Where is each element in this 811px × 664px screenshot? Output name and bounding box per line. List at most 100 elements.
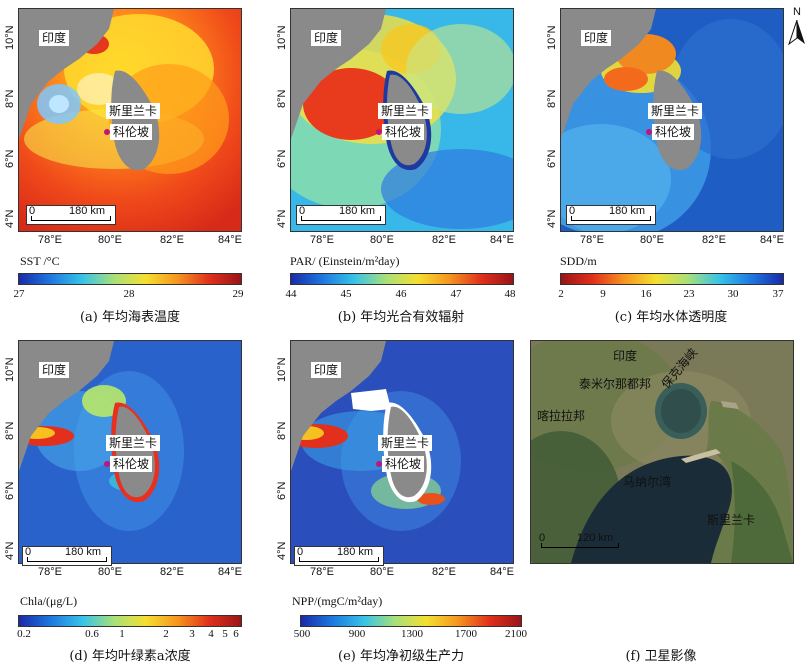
scale-zero: 0 bbox=[569, 205, 576, 217]
lat-tick: 4°N bbox=[276, 209, 288, 228]
colombo-label: 科伦坡 bbox=[382, 124, 425, 140]
colorbar-title: NPP/(mgC/m²day) bbox=[292, 594, 383, 608]
sst-map bbox=[18, 8, 242, 232]
colorbar bbox=[290, 273, 514, 285]
lon-tick: 82°E bbox=[432, 566, 456, 578]
scale-bar: 0 180 km bbox=[296, 205, 386, 225]
lon-tick: 84°E bbox=[760, 234, 784, 246]
lat-tick: 8°N bbox=[4, 89, 16, 108]
colorbar-tick: 2100 bbox=[505, 628, 527, 640]
colorbar-tick: 30 bbox=[727, 288, 739, 300]
lat-tick: 6°N bbox=[4, 481, 16, 500]
caption: (d) 年均叶绿素a浓度 bbox=[69, 649, 191, 664]
sri-lanka-label: 斯里兰卡 bbox=[106, 435, 161, 451]
india-label: 印度 bbox=[613, 349, 638, 363]
lon-tick: 82°E bbox=[432, 234, 456, 246]
colombo-marker bbox=[104, 129, 110, 135]
colorbar-tick: 37 bbox=[772, 288, 784, 300]
colombo-label: 科伦坡 bbox=[382, 456, 425, 472]
scale-bar: 0 180 km bbox=[26, 205, 116, 225]
lat-tick: 8°N bbox=[546, 89, 558, 108]
colorbar-tick: 0.2 bbox=[17, 628, 31, 640]
colombo-label: 科伦坡 bbox=[110, 124, 153, 140]
colorbar-title: PAR/ (Einstein/m²day) bbox=[290, 254, 400, 268]
india-label: 印度 bbox=[581, 30, 612, 46]
scale-zero: 0 bbox=[539, 532, 546, 544]
caption: (f) 卫星影像 bbox=[625, 649, 697, 664]
colorbar-tick: 5 bbox=[222, 628, 228, 640]
india-label: 印度 bbox=[39, 30, 70, 46]
sdd-heatmap bbox=[561, 9, 783, 231]
caption: (e) 年均净初级生产力 bbox=[338, 649, 464, 664]
lon-tick: 78°E bbox=[38, 566, 62, 578]
par-map bbox=[290, 8, 514, 232]
colorbar-tick: 27 bbox=[13, 288, 25, 300]
india-label: 印度 bbox=[311, 30, 342, 46]
lat-tick: 10°N bbox=[276, 357, 288, 382]
colorbar-tick: 23 bbox=[683, 288, 695, 300]
colorbar-tick: 2 bbox=[558, 288, 564, 300]
colorbar-tick: 29 bbox=[232, 288, 244, 300]
caption: (a) 年均海表温度 bbox=[79, 310, 181, 325]
lon-tick: 82°E bbox=[702, 234, 726, 246]
colombo-marker bbox=[376, 129, 382, 135]
gulf-of-mannar-label: 马纳尔湾 bbox=[623, 475, 672, 489]
colorbar-tick: 2 bbox=[163, 628, 169, 640]
lat-tick: 6°N bbox=[276, 481, 288, 500]
lat-tick: 6°N bbox=[546, 149, 558, 168]
colorbar-tick: 48 bbox=[504, 288, 516, 300]
lon-tick: 82°E bbox=[160, 234, 184, 246]
lon-tick: 78°E bbox=[310, 566, 334, 578]
sri-lanka-label: 斯里兰卡 bbox=[707, 513, 756, 527]
lon-tick: 82°E bbox=[160, 566, 184, 578]
lon-tick: 78°E bbox=[38, 234, 62, 246]
lon-tick: 84°E bbox=[490, 234, 514, 246]
scale-zero: 0 bbox=[297, 546, 304, 558]
north-label: N bbox=[793, 6, 801, 18]
colorbar-title: SST /°C bbox=[20, 254, 60, 268]
colorbar-title: Chla/(μg/L) bbox=[20, 594, 78, 608]
lon-tick: 84°E bbox=[218, 566, 242, 578]
caption: (c) 年均水体透明度 bbox=[614, 310, 728, 325]
colombo-label: 科伦坡 bbox=[110, 456, 153, 472]
lon-tick: 80°E bbox=[98, 566, 122, 578]
colorbar-tick: 44 bbox=[285, 288, 297, 300]
colorbar-tick: 500 bbox=[293, 628, 311, 640]
scale-distance: 180 km bbox=[337, 546, 374, 558]
scale-bar: 0 180 km bbox=[566, 205, 656, 225]
lat-tick: 4°N bbox=[4, 541, 16, 560]
kerala-label: 喀拉拉邦 bbox=[537, 409, 586, 423]
chla-heatmap bbox=[19, 341, 241, 563]
colorbar-tick: 46 bbox=[395, 288, 407, 300]
colorbar-tick: 6 bbox=[233, 628, 239, 640]
lon-tick: 84°E bbox=[490, 566, 514, 578]
sri-lanka-label: 斯里兰卡 bbox=[648, 103, 703, 119]
lat-tick: 8°N bbox=[276, 89, 288, 108]
lon-tick: 80°E bbox=[370, 234, 394, 246]
sri-lanka-label: 斯里兰卡 bbox=[378, 103, 433, 119]
lat-tick: 10°N bbox=[276, 25, 288, 50]
scale-bar: 0 180 km bbox=[22, 546, 112, 566]
scale-distance: 180 km bbox=[339, 205, 376, 217]
north-arrow-icon bbox=[788, 20, 805, 46]
par-heatmap bbox=[291, 9, 513, 231]
lat-tick: 4°N bbox=[546, 209, 558, 228]
lat-tick: 10°N bbox=[4, 25, 16, 50]
colorbar-tick: 47 bbox=[450, 288, 462, 300]
satellite-image bbox=[530, 340, 794, 564]
colorbar-tick: 1300 bbox=[401, 628, 423, 640]
scale-bar: 0 120 km bbox=[536, 532, 624, 552]
colorbar-tick: 3 bbox=[189, 628, 195, 640]
colorbar-tick: 4 bbox=[208, 628, 214, 640]
sst-heatmap bbox=[19, 9, 241, 231]
colorbar bbox=[560, 273, 784, 285]
colorbar bbox=[300, 615, 522, 627]
scale-distance: 180 km bbox=[65, 546, 102, 558]
lat-tick: 6°N bbox=[4, 149, 16, 168]
colombo-marker bbox=[104, 461, 110, 467]
lon-tick: 80°E bbox=[370, 566, 394, 578]
colorbar-tick: 28 bbox=[123, 288, 135, 300]
lat-tick: 8°N bbox=[4, 421, 16, 440]
lat-tick: 6°N bbox=[276, 149, 288, 168]
